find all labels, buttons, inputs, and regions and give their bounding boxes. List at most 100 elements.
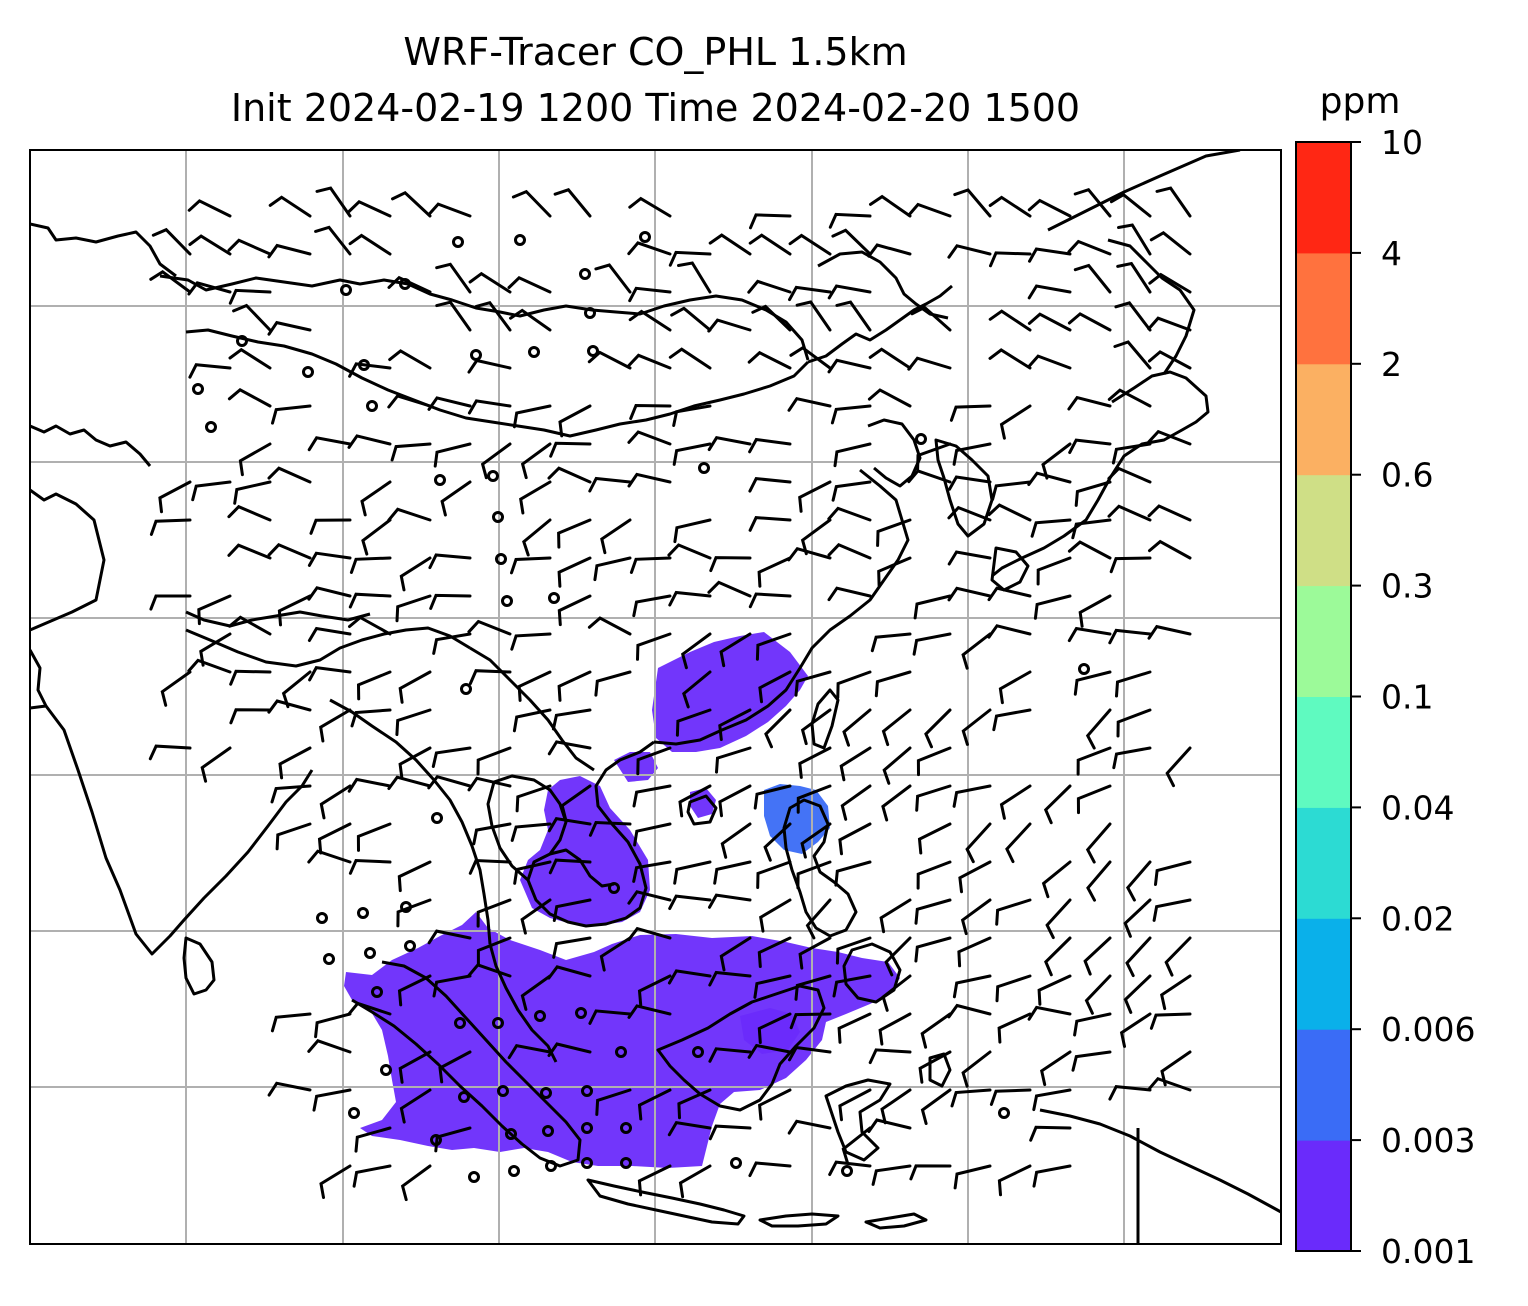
- wind-barb: [876, 518, 912, 547]
- wind-barb: [1067, 540, 1112, 560]
- wind-barb: [397, 974, 432, 1007]
- wind-barb: [347, 200, 392, 218]
- wind-barb: [1085, 822, 1112, 864]
- wind-barb: [632, 860, 672, 883]
- wind-barb: [228, 615, 272, 636]
- wind-barb: [827, 284, 872, 300]
- tracer-concentration-field: [344, 632, 900, 1168]
- wind-barb: [838, 1088, 872, 1122]
- wind-barb: [914, 898, 952, 925]
- border-mongolia-south: [185, 328, 810, 438]
- calm-wind-circle: [548, 592, 560, 604]
- wind-barb: [707, 436, 752, 452]
- wind-barb: [708, 233, 752, 256]
- wind-barb: [151, 227, 192, 256]
- coastline-taiwan: [810, 688, 840, 750]
- wind-barb: [271, 404, 312, 425]
- wind-barb: [232, 303, 272, 332]
- colorbar-band: [1296, 807, 1351, 919]
- wind-barb: [1027, 198, 1072, 218]
- wind-barb: [672, 442, 712, 466]
- coastline-vietnam: [526, 740, 655, 928]
- wind-barb: [999, 784, 1032, 820]
- wind-barb: [1073, 263, 1112, 294]
- wind-barb: [708, 1047, 752, 1063]
- wind-barb: [960, 898, 992, 936]
- wind-barb: [1125, 860, 1152, 902]
- colorbar-tick-label: 0.001: [1381, 1232, 1475, 1271]
- wind-barb: [677, 1088, 712, 1120]
- wind-barb: [667, 1120, 712, 1137]
- wind-barb: [267, 320, 312, 336]
- wind-barb: [267, 543, 312, 560]
- wind-barb: [433, 442, 472, 468]
- wind-barb: [387, 275, 432, 294]
- wind-barb: [238, 442, 272, 477]
- wind-barb: [1116, 708, 1152, 738]
- wind-barb: [1028, 247, 1072, 263]
- coastline-malay-peninsula: [488, 943, 558, 1063]
- wind-barb: [520, 442, 552, 480]
- calm-wind-circle: [545, 1160, 557, 1172]
- wind-barb: [557, 594, 592, 627]
- wind-barb: [789, 345, 832, 370]
- wind-barb: [270, 1012, 312, 1033]
- wind-barb: [587, 616, 632, 636]
- calm-wind-circle: [692, 1046, 704, 1058]
- wind-barb: [668, 347, 712, 370]
- map-frame: [29, 149, 1282, 1245]
- wind-barb: [1084, 974, 1112, 1015]
- wind-barb: [910, 305, 952, 332]
- calm-wind-circle: [534, 1010, 546, 1022]
- calm-wind-circle: [323, 953, 335, 965]
- wind-barb: [953, 188, 992, 218]
- wind-barb: [920, 1088, 952, 1125]
- wind-barb: [348, 858, 392, 875]
- wind-barb: [988, 195, 1032, 218]
- wind-barb: [837, 1012, 872, 1044]
- wind-barb: [594, 263, 632, 294]
- wind-barb: [593, 556, 632, 582]
- wind-barb: [517, 670, 552, 702]
- coastline-sulawesi: [824, 1078, 892, 1162]
- calm-wind-circle: [357, 907, 369, 919]
- wind-barb: [1108, 1085, 1152, 1101]
- calm-wind-circle: [431, 812, 443, 824]
- calm-wind-circle: [575, 1007, 587, 1019]
- calm-wind-circle: [452, 236, 464, 248]
- wind-barb: [557, 518, 592, 549]
- wind-barb: [1085, 708, 1112, 750]
- wind-barb: [1147, 429, 1192, 446]
- wind-barb: [1147, 350, 1192, 370]
- wind-barb: [432, 974, 472, 998]
- wind-barb: [267, 466, 312, 484]
- wind-barb: [708, 1124, 752, 1141]
- wind-barb: [1029, 1125, 1072, 1142]
- wind-barb: [1073, 670, 1112, 696]
- wind-barb: [987, 503, 1032, 522]
- wind-barb: [1160, 1050, 1192, 1087]
- wind-barb: [636, 632, 672, 661]
- wind-barb: [678, 784, 712, 818]
- wind-barb: [991, 480, 1032, 501]
- wind-barb: [957, 936, 992, 968]
- wind-barb: [1108, 628, 1152, 645]
- wind-barb: [548, 858, 592, 875]
- wind-barb: [708, 970, 752, 987]
- wind-barb: [398, 746, 432, 780]
- wind-barb: [187, 658, 232, 674]
- wind-barb: [627, 890, 672, 905]
- wind-barb: [188, 363, 232, 379]
- calm-wind-circle: [998, 1107, 1010, 1119]
- wind-barb: [987, 624, 1032, 639]
- wind-barb: [913, 594, 952, 620]
- wind-barb: [1114, 301, 1152, 332]
- wind-barb: [468, 669, 512, 685]
- wind-barb: [1030, 518, 1072, 538]
- wind-barb: [675, 708, 712, 737]
- calm-wind-circle: [302, 366, 314, 378]
- wind-barb: [149, 518, 192, 536]
- calm-wind-circle: [460, 683, 472, 695]
- wind-barb: [472, 822, 512, 846]
- wind-barb: [438, 1050, 472, 1084]
